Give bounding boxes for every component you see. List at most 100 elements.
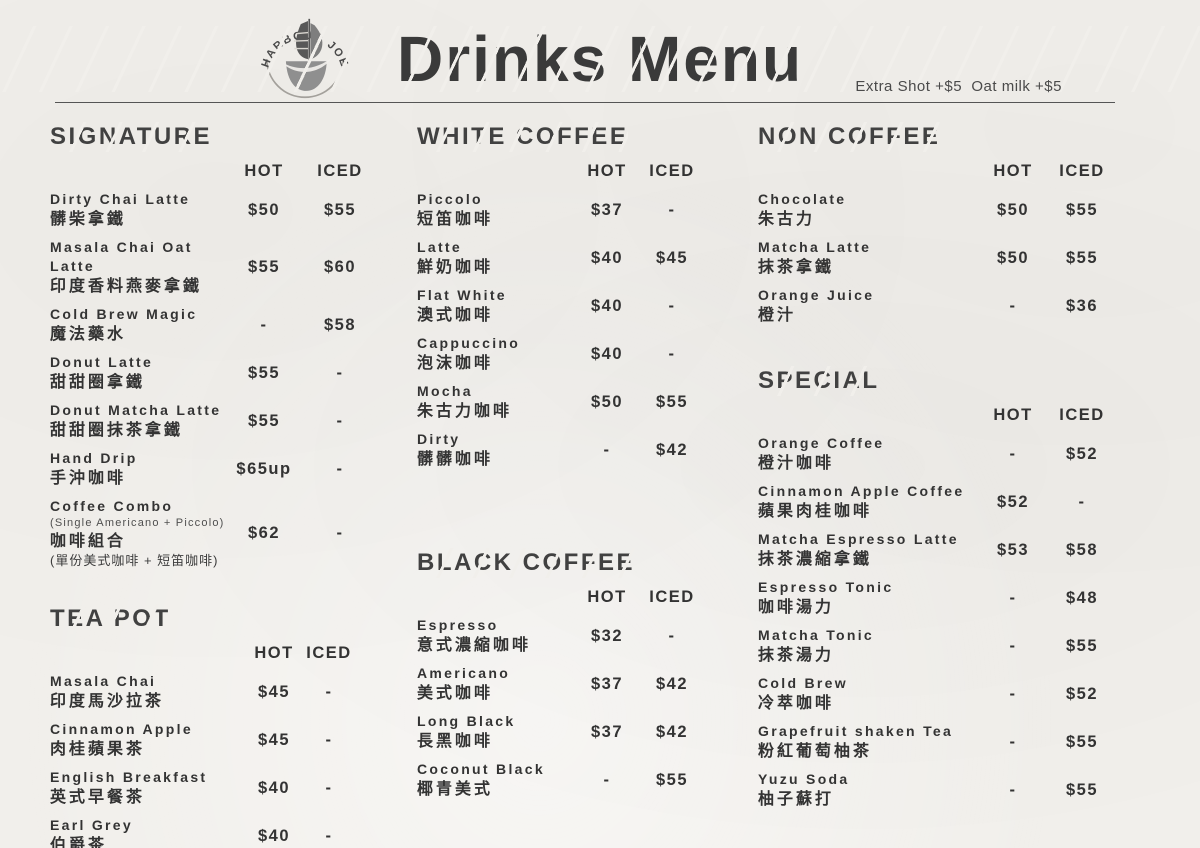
iced-column-label: ICED xyxy=(306,644,352,662)
iced-column-label: ICED xyxy=(649,162,695,180)
item-name-block: Coconut Black 椰青美式 xyxy=(417,760,577,800)
item-price-hot: $40 xyxy=(257,826,291,845)
menu-item: Espresso Tonic 咖啡湯力 - $48 xyxy=(758,578,1118,618)
item-price-hot: - xyxy=(1009,296,1017,315)
item-price-hot: $50 xyxy=(996,200,1030,219)
item-price-hot: - xyxy=(260,315,268,334)
price-header-row: HOT ICED xyxy=(417,588,707,607)
item-name-zh: 橙汁 xyxy=(758,307,797,324)
item-price-iced: - xyxy=(325,730,333,749)
item-name-en: Masala Chai xyxy=(50,673,157,689)
item-price-hot: $55 xyxy=(247,363,281,382)
item-price-iced: $60 xyxy=(323,258,357,276)
item-name-zh: 髒髒咖啡 xyxy=(417,451,494,468)
item-name-block: Cappuccino 泡沫咖啡 xyxy=(417,334,577,374)
item-price-hot: $62 xyxy=(247,524,281,542)
item-price-hot: $37 xyxy=(590,200,624,219)
item-name-en: Flat White xyxy=(417,287,507,303)
item-name-zh: 魔法藥水 xyxy=(50,326,127,343)
item-name-en: English Breakfast xyxy=(50,769,208,785)
section-items: Orange Coffee 橙汁咖啡 - $52 Cinnamon Apple … xyxy=(758,434,1118,810)
item-price-hot: $50 xyxy=(996,248,1030,267)
item-price-hot: - xyxy=(1009,684,1017,703)
item-price-iced: - xyxy=(668,200,676,219)
section-items: Chocolate 朱古力 $50 $55 Matcha Latte 抹茶拿鐵 … xyxy=(758,190,1118,326)
item-name-block: English Breakfast 英式早餐茶 xyxy=(50,768,246,808)
price-header-row: HOT ICED xyxy=(758,406,1118,425)
menu-item: English Breakfast 英式早餐茶 $40 - xyxy=(50,768,356,808)
item-name-en: Earl Grey xyxy=(50,817,133,833)
item-name-block: Orange Juice 橙汁 xyxy=(758,286,980,326)
item-name-en: Matcha Tonic xyxy=(758,627,875,643)
section-items: Piccolo 短笛咖啡 $37 - Latte 鮮奶咖啡 $40 $45 Fl… xyxy=(417,190,707,470)
item-name-en: Donut Latte xyxy=(50,354,154,370)
item-name-block: Dirty Chai Latte 髒柴拿鐵 xyxy=(50,190,228,230)
hot-column-label: HOT xyxy=(587,588,627,606)
item-name-en: Americano xyxy=(417,665,511,681)
item-name-zh: 朱古力咖啡 xyxy=(417,403,513,420)
item-name-en: Cappuccino xyxy=(417,335,521,351)
item-price-iced: - xyxy=(325,778,333,797)
item-name-zh: 橙汁咖啡 xyxy=(758,455,835,472)
item-price-iced: $58 xyxy=(323,315,357,334)
item-price-iced: $52 xyxy=(1065,684,1099,703)
menu-header: HARBOUR JOE Drinks Menu Extra Shot +$5 O… xyxy=(0,0,1200,103)
menu-section: TEA POT HOT ICED Masala Chai 印度馬沙拉茶 $45 … xyxy=(50,594,380,848)
item-price-iced: $55 xyxy=(655,392,689,411)
item-name-en: Cold Brew xyxy=(758,675,848,691)
hot-column-label: HOT xyxy=(244,162,284,180)
item-name-zh: 髒柴拿鐵 xyxy=(50,211,127,228)
item-name-en: Dirty xyxy=(417,431,461,447)
menu-item: Masala Chai 印度馬沙拉茶 $45 - xyxy=(50,672,356,712)
item-price-hot: $45 xyxy=(257,730,291,749)
item-name-en: Yuzu Soda xyxy=(758,771,850,787)
item-name-zh: 手沖咖啡 xyxy=(50,470,127,487)
item-price-hot: $55 xyxy=(247,258,281,276)
menu-item: Masala Chai Oat Latte 印度香料燕麥拿鐵 $55 $60 xyxy=(50,238,380,297)
menu-item: Dirty 髒髒咖啡 - $42 xyxy=(417,430,707,470)
item-name-en: Cinnamon Apple Coffee xyxy=(758,483,965,499)
item-name-zh: 美式咖啡 xyxy=(417,685,494,702)
section-items: Masala Chai 印度馬沙拉茶 $45 - Cinnamon Apple … xyxy=(50,672,356,848)
item-name-en: Chocolate xyxy=(758,191,847,207)
menu-section: SIGNATURE HOT ICED Dirty Chai Latte 髒柴拿鐵… xyxy=(50,112,380,570)
item-price-hot: $40 xyxy=(590,296,624,315)
section-title: SPECIAL xyxy=(758,366,880,396)
menu-column-middle: WHITE COFFEE HOT ICED Piccolo 短笛咖啡 $37 -… xyxy=(417,112,717,808)
item-name-block: Espresso 意式濃縮咖啡 xyxy=(417,616,577,656)
item-name-block: Cinnamon Apple 肉桂蘋果茶 xyxy=(50,720,246,760)
item-name-en: Dirty Chai Latte xyxy=(50,191,191,207)
item-name-zh: 甜甜圈抹茶拿鐵 xyxy=(50,422,184,439)
section-title: WHITE COFFEE xyxy=(417,122,629,152)
item-name-zh: 伯爵茶 xyxy=(50,837,108,848)
item-name-zh: 印度香料燕麥拿鐵 xyxy=(50,278,203,295)
item-sub-zh: (單份美式咖啡 + 短笛咖啡) xyxy=(50,553,219,568)
item-price-hot: $37 xyxy=(590,674,624,693)
section-title: BLACK COFFEE xyxy=(417,548,635,578)
item-name-en: Piccolo xyxy=(417,191,483,207)
section-title: NON COFFEE xyxy=(758,122,941,152)
item-name-zh: 朱古力 xyxy=(758,211,816,228)
item-name-en: Espresso xyxy=(417,617,499,633)
item-name-en: Matcha Espresso Latte xyxy=(758,531,959,547)
item-name-block: Donut Matcha Latte 甜甜圈抹茶拿鐵 xyxy=(50,401,228,441)
item-price-iced: - xyxy=(336,411,344,430)
menu-section: SPECIAL HOT ICED Orange Coffee 橙汁咖啡 - $5… xyxy=(758,356,1118,810)
item-price-hot: $32 xyxy=(590,626,624,645)
item-name-en: Donut Matcha Latte xyxy=(50,402,222,418)
item-name-block: Flat White 澳式咖啡 xyxy=(417,286,577,326)
item-price-iced: $42 xyxy=(655,722,689,741)
item-name-zh: 澳式咖啡 xyxy=(417,307,494,324)
item-price-hot: $53 xyxy=(996,540,1030,559)
hot-column-label: HOT xyxy=(587,162,627,180)
item-price-iced: - xyxy=(668,626,676,645)
item-name-block: Matcha Latte 抹茶拿鐵 xyxy=(758,238,980,278)
page-title: Drinks Menu xyxy=(0,26,1200,92)
menu-item: Cold Brew 冷萃咖啡 - $52 xyxy=(758,674,1118,714)
item-price-iced: - xyxy=(336,459,344,478)
item-name-block: Matcha Tonic 抹茶湯力 xyxy=(758,626,980,666)
item-sub-en: (Single Americano + Piccolo) xyxy=(50,517,225,529)
item-name-en: Coconut Black xyxy=(417,761,545,777)
price-header-row: HOT ICED xyxy=(758,162,1118,181)
section-title: SIGNATURE xyxy=(50,122,213,152)
